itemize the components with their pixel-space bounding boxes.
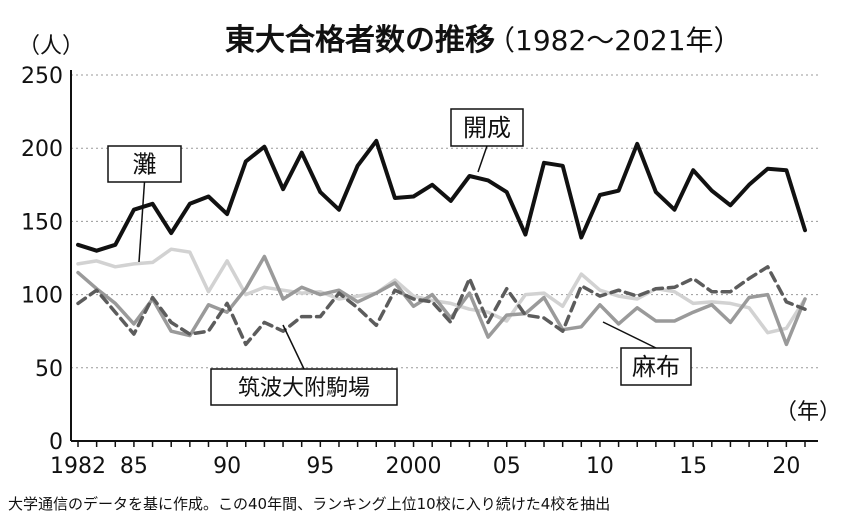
- annotation-box: [210, 368, 398, 406]
- annotation-box: [450, 108, 524, 147]
- y-axis-unit-label: （人）: [18, 34, 84, 59]
- x-tick-label: 15: [679, 454, 707, 479]
- annotation-label: 開成: [463, 114, 511, 142]
- annotation-box: [620, 347, 692, 386]
- annotation-label: 灘: [133, 151, 157, 179]
- axes: 0 50 100 150 200 250 1982 85 90 95 2000 05 10 15 20: [21, 64, 818, 479]
- y-tick-label: 250: [21, 64, 63, 89]
- x-tick-label: 20: [772, 454, 800, 479]
- series-line-2: [76, 254, 807, 347]
- gridlines: [71, 74, 818, 369]
- y-tick-label: 100: [21, 284, 63, 309]
- x-tick-label: 10: [586, 454, 614, 479]
- y-tick-label: 200: [21, 137, 63, 162]
- series-line-3: [76, 265, 807, 347]
- annotation-leader: [602, 321, 657, 349]
- x-axis-unit-label: （年）: [775, 400, 841, 425]
- annotation-label: 筑波大附駒場: [238, 376, 370, 401]
- x-tick-label: 85: [120, 454, 148, 479]
- chart-title-years: （1982〜2021年）: [487, 24, 742, 57]
- series-line-1: [76, 247, 807, 335]
- x-tick-label: 2000: [386, 454, 442, 479]
- annotation-leader: [477, 145, 488, 173]
- y-tick-label: 0: [49, 430, 63, 455]
- footnote: 大学通信のデータを基に作成。この40年間、ランキング上位10校に入り続けた4校を…: [8, 495, 610, 513]
- y-tick-label: 50: [35, 357, 63, 382]
- series-lines: [76, 138, 807, 347]
- y-tick-label: 150: [21, 210, 63, 235]
- series-line-0: [76, 138, 807, 253]
- annotation-leader: [138, 181, 146, 263]
- annotation-label: 麻布: [632, 353, 680, 381]
- x-tick-label: 05: [493, 454, 521, 479]
- chart-title: 東大合格者数の推移: [225, 23, 495, 58]
- x-tick-label: 1982: [50, 454, 106, 479]
- annotation-box: [107, 145, 182, 183]
- annotation-leader: [282, 324, 305, 370]
- x-tick-label: 90: [213, 454, 241, 479]
- x-tick-label: 95: [306, 454, 334, 479]
